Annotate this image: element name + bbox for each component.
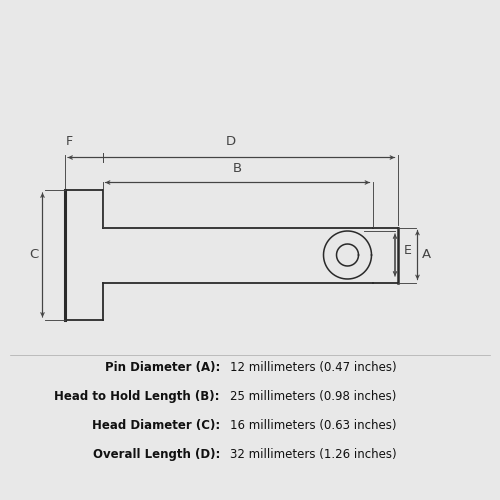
Text: B: B: [233, 162, 242, 175]
Text: 25 millimeters (0.98 inches): 25 millimeters (0.98 inches): [230, 390, 396, 403]
Text: 32 millimeters (1.26 inches): 32 millimeters (1.26 inches): [230, 448, 396, 461]
Text: Overall Length (D):: Overall Length (D):: [92, 448, 220, 461]
Text: C: C: [29, 248, 38, 262]
Text: D: D: [226, 136, 236, 148]
Text: E: E: [404, 244, 412, 256]
Text: Head to Hold Length (B):: Head to Hold Length (B):: [54, 390, 220, 403]
Text: F: F: [66, 136, 73, 148]
Text: 12 millimeters (0.47 inches): 12 millimeters (0.47 inches): [230, 361, 396, 374]
Text: Head Diameter (C):: Head Diameter (C):: [92, 419, 220, 432]
Text: A: A: [422, 248, 431, 262]
Text: Pin Diameter (A):: Pin Diameter (A):: [104, 361, 220, 374]
Text: 16 millimeters (0.63 inches): 16 millimeters (0.63 inches): [230, 419, 396, 432]
